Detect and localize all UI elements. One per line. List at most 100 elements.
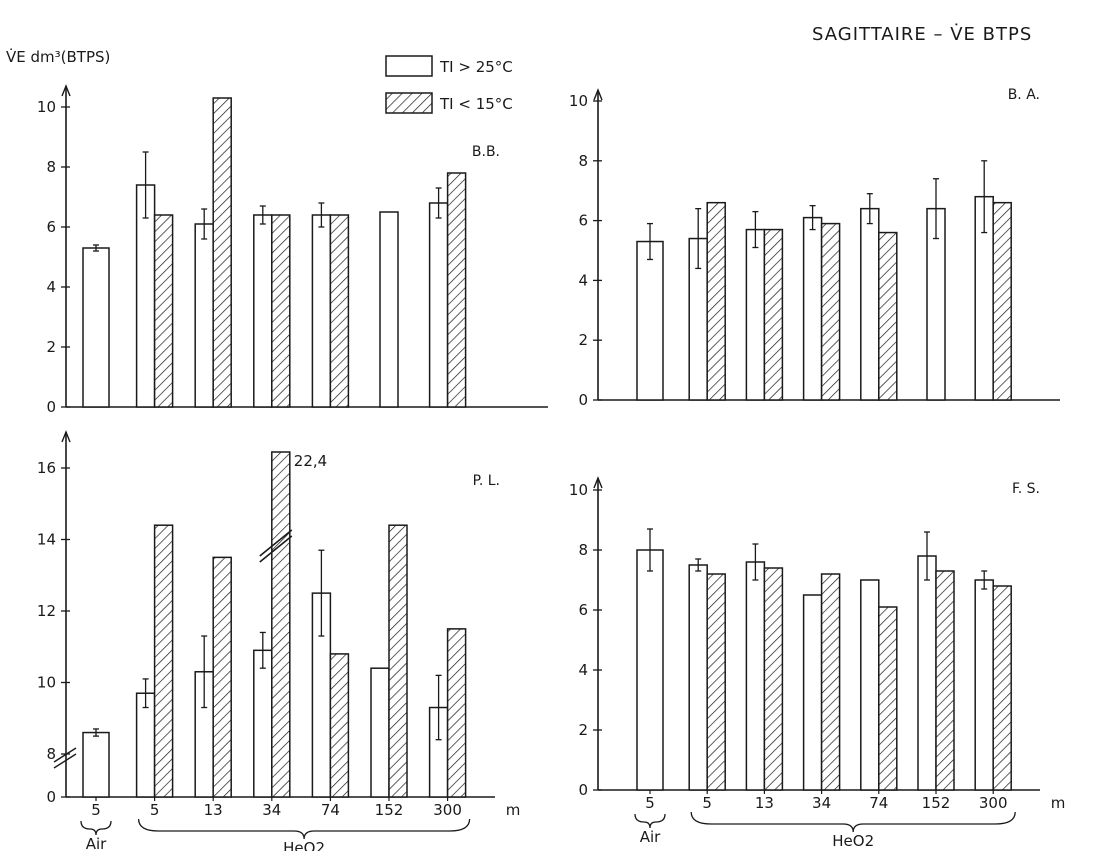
bar-warm bbox=[194, 223, 214, 408]
bar-cold bbox=[706, 573, 726, 791]
bar-break-mark bbox=[259, 535, 293, 563]
y-tick-label: 2 bbox=[578, 721, 588, 739]
bar-cold bbox=[763, 228, 784, 401]
bar-warm bbox=[745, 561, 766, 791]
y-tick-label: 0 bbox=[578, 391, 588, 409]
chart-panel-3: 0 8 10 12 14 16 P. L. 22,4 5 5 13 34 74 152 300 m Air HeO… bbox=[37, 430, 520, 851]
bar-cold bbox=[878, 606, 898, 791]
y-tick-label: 10 bbox=[37, 98, 56, 116]
bar-warm bbox=[636, 549, 664, 791]
y-axis-arrow bbox=[593, 476, 603, 489]
bar-warm bbox=[974, 579, 994, 791]
chart-panel-1: 0 2 4 6 8 10 B.B. bbox=[37, 84, 548, 416]
bar-warm bbox=[379, 211, 399, 408]
y-tick-label: 2 bbox=[578, 331, 588, 349]
air-bracket bbox=[634, 813, 666, 829]
y-axis-arrow bbox=[61, 84, 71, 97]
x-tick-label: 300 bbox=[433, 801, 462, 819]
bar-cold bbox=[446, 172, 467, 408]
bar-cold bbox=[820, 222, 841, 401]
chart-panel-4: 0 2 4 6 8 10 F. S. 5 5 13 34 74 152 300 m Air HeO2 bbox=[569, 476, 1066, 850]
y-tick-label: 16 bbox=[37, 459, 56, 477]
bar-cold bbox=[329, 214, 350, 408]
y-tick-label: 0 bbox=[578, 781, 588, 799]
y-tick-label: 10 bbox=[37, 674, 56, 692]
bar-cold bbox=[271, 214, 291, 408]
panel-title: B. A. bbox=[1008, 87, 1040, 103]
x-tick-label: 34 bbox=[262, 801, 281, 819]
bar-warm bbox=[745, 228, 766, 401]
bar-warm bbox=[860, 207, 880, 401]
y-tick-label: 2 bbox=[46, 338, 56, 356]
y-tick-label: 4 bbox=[46, 278, 56, 296]
bar-warm bbox=[428, 202, 449, 408]
panel-title: F. S. bbox=[1012, 481, 1040, 497]
panel-title: P. L. bbox=[473, 473, 500, 489]
x-tick-label: 74 bbox=[869, 794, 888, 812]
figure-header: SAGITTAIRE – V̇E BTPS bbox=[812, 24, 1032, 45]
y-tick-label: 6 bbox=[46, 218, 56, 236]
group-label-heo2: HeO2 bbox=[283, 839, 325, 851]
x-tick-label: 300 bbox=[979, 794, 1008, 812]
bar-cold bbox=[763, 567, 784, 791]
bar-warm bbox=[82, 247, 110, 408]
x-unit-label: m bbox=[1051, 794, 1066, 812]
bar-warm bbox=[370, 667, 390, 798]
y-tick-label: 10 bbox=[569, 481, 588, 499]
bar-warm bbox=[860, 579, 880, 791]
bar-cold bbox=[935, 570, 955, 791]
x-tick-label: 74 bbox=[321, 801, 340, 819]
bar-cold bbox=[878, 231, 898, 401]
y-axis-arrow bbox=[61, 430, 71, 443]
bar-cold bbox=[992, 201, 1012, 401]
x-tick-label: 34 bbox=[812, 794, 831, 812]
bar-warm bbox=[135, 692, 156, 798]
value-annotation: 22,4 bbox=[294, 452, 327, 470]
y-tick-label: 8 bbox=[578, 541, 588, 559]
bar-warm bbox=[802, 216, 823, 401]
y-axis-label: V̇E dm³(BTPS) bbox=[6, 47, 110, 66]
y-tick-label: 4 bbox=[578, 661, 588, 679]
axis-break-mark bbox=[53, 753, 77, 769]
y-tick-label: 6 bbox=[578, 601, 588, 619]
bar-warm bbox=[253, 649, 273, 798]
legend-label-cold: TI < 15°C bbox=[439, 95, 513, 113]
bar-cold bbox=[153, 524, 174, 798]
bar-warm bbox=[253, 214, 273, 408]
bar-cold bbox=[446, 628, 467, 798]
legend-swatch-open bbox=[385, 55, 433, 77]
bar-break-mark bbox=[259, 529, 293, 557]
bar-cold bbox=[271, 451, 291, 798]
legend: TI > 25°C TI < 15°C bbox=[385, 55, 513, 114]
bar-warm bbox=[688, 564, 708, 791]
group-label-air: Air bbox=[86, 835, 107, 851]
x-tick-label: 5 bbox=[645, 794, 655, 812]
bar-cold bbox=[388, 524, 408, 798]
bar-cold bbox=[212, 556, 232, 798]
x-tick-label: 152 bbox=[922, 794, 951, 812]
y-tick-label: 10 bbox=[569, 92, 588, 110]
axis-break-mark bbox=[53, 747, 77, 763]
x-tick-label: 152 bbox=[375, 801, 404, 819]
x-tick-label: 5 bbox=[91, 801, 101, 819]
y-tick-label: 8 bbox=[46, 158, 56, 176]
heo2-bracket bbox=[690, 811, 1016, 833]
legend-swatch-hatched bbox=[385, 92, 433, 114]
y-tick-label: 12 bbox=[37, 602, 56, 620]
y-axis-arrow bbox=[593, 88, 603, 101]
group-label-air: Air bbox=[640, 828, 661, 846]
bar-warm bbox=[311, 214, 332, 408]
x-tick-label: 13 bbox=[755, 794, 774, 812]
group-label-heo2: HeO2 bbox=[832, 832, 874, 850]
x-tick-label: 5 bbox=[702, 794, 712, 812]
bar-warm bbox=[636, 240, 664, 401]
bar-cold bbox=[212, 97, 232, 408]
heo2-bracket bbox=[137, 818, 471, 840]
bar-cold bbox=[820, 573, 841, 791]
bar-warm bbox=[82, 731, 110, 798]
x-tick-label: 13 bbox=[204, 801, 223, 819]
y-tick-label: 14 bbox=[37, 531, 56, 549]
panel-title: B.B. bbox=[472, 144, 500, 160]
